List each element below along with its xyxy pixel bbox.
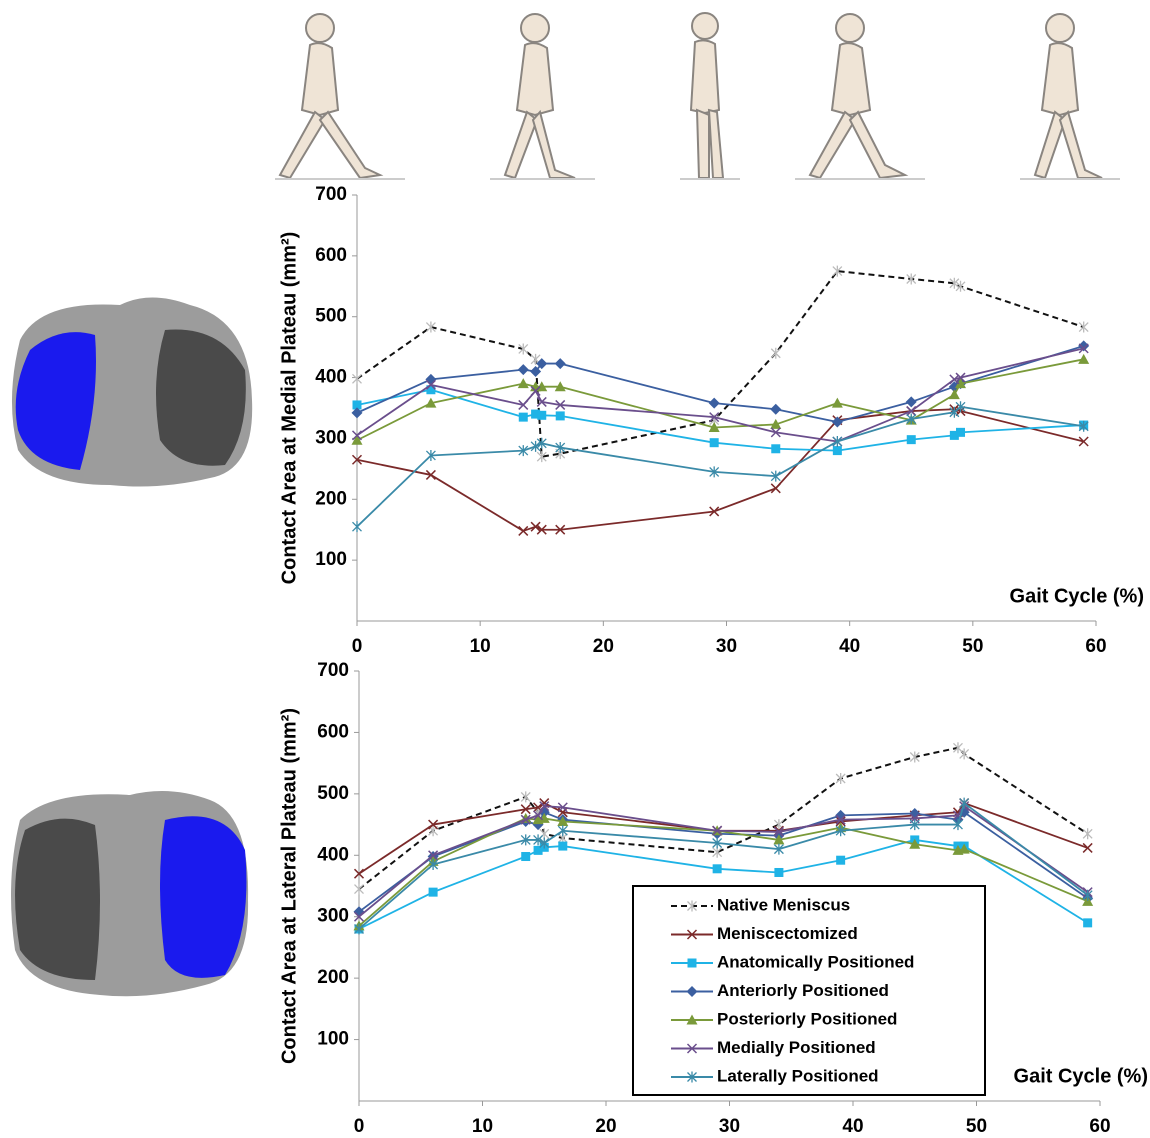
data-point: [832, 398, 843, 408]
data-point: [836, 856, 845, 865]
y-tick-label: 200: [315, 488, 347, 509]
legend-label: Medially Positioned: [717, 1038, 876, 1057]
data-point: [771, 484, 780, 493]
data-point: [518, 378, 529, 388]
y-tick-label: 700: [317, 660, 349, 681]
data-point: [353, 373, 362, 384]
data-point: [1083, 843, 1092, 852]
data-point: [519, 526, 528, 535]
legend-label: Meniscectomized: [717, 924, 858, 943]
legend-label: Native Meniscus: [717, 895, 850, 914]
data-point: [1078, 354, 1089, 364]
x-axis-label: Gait Cycle (%): [1014, 1065, 1148, 1087]
data-point: [555, 358, 566, 369]
y-axis-label: Contact Area at Lateral Plateau (mm²): [278, 708, 300, 1064]
data-point: [556, 411, 565, 420]
series-line: [357, 346, 1084, 422]
data-point: [832, 416, 843, 427]
y-tick-label: 600: [315, 245, 347, 266]
x-axis-label: Gait Cycle (%): [1010, 585, 1144, 607]
data-point: [537, 411, 546, 420]
data-point: [1083, 828, 1092, 839]
data-point: [771, 348, 780, 359]
y-tick-label: 600: [317, 721, 349, 742]
x-tick-label: 0: [354, 1116, 365, 1137]
x-tick-label: 10: [472, 1116, 493, 1137]
x-tick-label: 10: [470, 636, 491, 657]
legend-label: Anatomically Positioned: [717, 952, 914, 971]
data-point: [710, 438, 719, 447]
data-point: [518, 364, 529, 375]
series-line: [357, 271, 1084, 457]
y-tick-label: 200: [317, 967, 349, 988]
x-tick-label: 60: [1085, 636, 1106, 657]
y-tick-label: 500: [317, 783, 349, 804]
data-point: [1079, 322, 1088, 333]
data-point: [960, 748, 969, 759]
data-point: [907, 435, 916, 444]
series-line: [357, 390, 1084, 451]
data-point: [1083, 918, 1092, 927]
gait-illustrations: [275, 13, 1120, 179]
y-tick-label: 700: [315, 184, 347, 205]
y-tick-label: 500: [315, 306, 347, 327]
data-point: [355, 884, 364, 895]
data-point: [709, 398, 720, 409]
y-tick-label: 300: [315, 427, 347, 448]
x-tick-label: 40: [839, 636, 860, 657]
knee-model-medial: [12, 298, 252, 487]
data-point: [425, 374, 436, 385]
legend-label: Posteriorly Positioned: [717, 1009, 897, 1028]
x-tick-label: 20: [595, 1116, 616, 1137]
data-point: [713, 864, 722, 873]
data-point: [906, 396, 917, 407]
x-tick-label: 50: [966, 1116, 987, 1137]
data-point: [774, 868, 783, 877]
data-point: [521, 852, 530, 861]
data-point: [771, 444, 780, 453]
x-tick-label: 30: [716, 636, 737, 657]
data-point: [956, 428, 965, 437]
data-point: [949, 389, 960, 399]
y-tick-label: 300: [317, 906, 349, 927]
x-tick-label: 0: [352, 636, 363, 657]
legend-label: Anteriorly Positioned: [717, 981, 889, 1000]
figure: 1002003004005006007000102030405060Gait C…: [0, 0, 1150, 1138]
data-point: [907, 273, 916, 284]
data-point: [770, 404, 781, 415]
x-tick-label: 20: [593, 636, 614, 657]
data-point: [521, 791, 530, 802]
legend-label: Laterally Positioned: [717, 1066, 879, 1085]
x-tick-label: 50: [962, 636, 983, 657]
y-tick-label: 100: [317, 1029, 349, 1050]
data-point: [558, 842, 567, 851]
x-tick-label: 30: [719, 1116, 740, 1137]
data-point: [519, 413, 528, 422]
x-tick-label: 60: [1089, 1116, 1110, 1137]
y-tick-label: 400: [317, 844, 349, 865]
y-axis-label: Contact Area at Medial Plateau (mm²): [278, 232, 300, 585]
y-tick-label: 400: [315, 367, 347, 388]
x-tick-label: 40: [842, 1116, 863, 1137]
legend-marker: [688, 959, 697, 968]
data-point: [836, 773, 845, 784]
data-point: [353, 521, 362, 532]
knee-model-lateral: [11, 791, 248, 996]
data-point: [833, 446, 842, 455]
data-point: [429, 888, 438, 897]
y-tick-label: 100: [315, 549, 347, 570]
